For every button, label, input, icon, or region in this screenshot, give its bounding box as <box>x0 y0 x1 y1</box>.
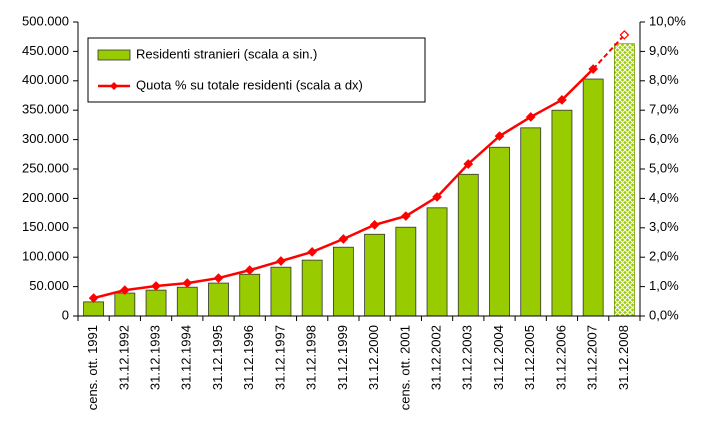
y2-tick-label: 8,0% <box>649 72 679 87</box>
y-tick-label: 150.000 <box>22 219 69 234</box>
y2-tick-label: 0,0% <box>649 307 679 322</box>
bar <box>114 292 136 317</box>
y2-tick-label: 2,0% <box>649 249 679 264</box>
bar <box>520 127 542 317</box>
y-tick-label: 250.000 <box>22 160 69 175</box>
y-tick-label: 200.000 <box>22 190 69 205</box>
y-tick-label: 450.000 <box>22 43 69 58</box>
y2-tick-label: 10,0% <box>649 13 686 28</box>
line-marker <box>151 281 161 291</box>
y2-tick-label: 7,0% <box>649 102 679 117</box>
legend-swatch <box>97 49 131 61</box>
x-tick-label: 31.12.2002 <box>428 325 443 390</box>
x-tick-label: 31.12.2008 <box>616 325 631 390</box>
x-tick-label: 31.12.1999 <box>335 325 350 390</box>
x-tick-label: 31.12.1992 <box>116 325 131 390</box>
x-tick-label: 31.12.2004 <box>491 325 506 390</box>
y-tick-label: 100.000 <box>22 249 69 264</box>
x-tick-label: 31.12.2000 <box>366 325 381 390</box>
bar <box>176 286 198 317</box>
bar <box>457 173 479 317</box>
line-marker <box>213 273 224 283</box>
bar <box>83 301 105 317</box>
line-marker <box>338 234 349 244</box>
bar <box>364 233 386 317</box>
y2-tick-label: 6,0% <box>649 131 679 146</box>
x-tick-label: 31.12.1994 <box>179 325 194 390</box>
line-marker <box>525 112 536 122</box>
line-marker <box>119 285 130 295</box>
y2-tick-label: 9,0% <box>649 43 679 58</box>
x-tick-label: 31.12.1996 <box>241 325 256 390</box>
y-tick-label: 0 <box>62 307 69 322</box>
bar <box>426 207 448 317</box>
y2-tick-label: 4,0% <box>649 190 679 205</box>
line-marker <box>88 293 99 303</box>
y2-tick-label: 5,0% <box>649 160 679 175</box>
x-tick-label: 31.12.2006 <box>553 325 568 390</box>
line-marker <box>557 95 567 105</box>
y-tick-label: 300.000 <box>22 131 69 146</box>
bar <box>395 226 417 317</box>
x-tick-label: cens. ott. 1991 <box>85 325 100 410</box>
line-marker <box>588 64 599 74</box>
x-tick-label: 31.12.1998 <box>304 325 319 390</box>
line-marker <box>463 159 474 169</box>
y2-tick-label: 1,0% <box>649 278 679 293</box>
legend: Residenti stranieri (scala a sin.) Quota … <box>87 37 426 103</box>
bar <box>551 109 573 317</box>
x-tick-label: 31.12.1993 <box>147 325 162 390</box>
bar <box>270 266 292 317</box>
legend-label: Quota % su totale residenti (scala a dx) <box>136 77 363 92</box>
bar <box>582 78 604 317</box>
bar <box>489 146 510 317</box>
legend-label: Residenti stranieri (scala a sin.) <box>136 46 317 61</box>
y2-tick-label: 3,0% <box>649 219 679 234</box>
bar <box>208 282 229 317</box>
bar <box>145 289 167 317</box>
legend-marker <box>110 82 118 90</box>
line-marker <box>244 265 255 275</box>
y-tick-label: 500.000 <box>22 13 69 28</box>
y-tick-label: 400.000 <box>22 72 69 87</box>
bar <box>239 273 261 317</box>
line-marker <box>182 278 193 288</box>
x-tick-label: 31.12.2007 <box>585 325 600 390</box>
line-marker <box>276 256 286 266</box>
y-tick-label: 350.000 <box>22 102 69 117</box>
legend-box <box>87 37 426 103</box>
x-tick-label: 31.12.2005 <box>522 325 537 390</box>
bar <box>332 246 354 317</box>
line-marker <box>400 211 411 221</box>
bar <box>301 259 323 317</box>
line-marker <box>494 131 505 141</box>
x-tick-label: 31.12.1997 <box>272 325 287 390</box>
x-tick-label: 31.12.2003 <box>460 325 475 390</box>
line-marker <box>369 220 380 230</box>
line-marker <box>432 192 442 202</box>
y-tick-label: 50.000 <box>29 278 69 293</box>
x-tick-label: cens. ott. 2001 <box>397 325 412 410</box>
x-tick-label: 31.12.1995 <box>210 325 225 390</box>
line-marker <box>307 247 318 257</box>
line-marker <box>619 30 630 40</box>
bar <box>613 43 635 317</box>
